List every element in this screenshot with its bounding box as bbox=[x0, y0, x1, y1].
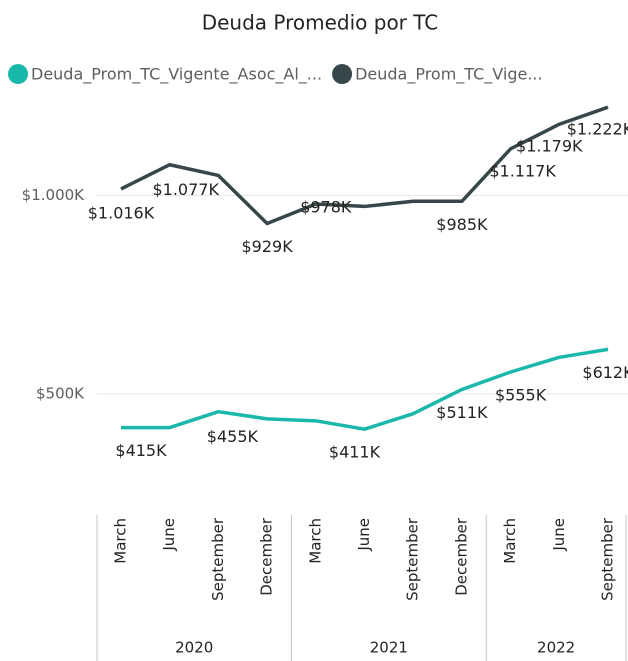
x-tick-label: December bbox=[258, 517, 276, 596]
data-label: $978K bbox=[300, 198, 352, 217]
x-tick-label: March bbox=[501, 518, 519, 564]
data-label: $1.179K bbox=[516, 137, 583, 156]
data-label: $1.077K bbox=[152, 180, 219, 199]
legend-marker bbox=[8, 64, 28, 84]
x-tick-label: June bbox=[160, 518, 178, 552]
data-label: $411K bbox=[329, 443, 381, 462]
year-label: 2022 bbox=[537, 639, 575, 657]
x-tick-label: December bbox=[452, 517, 470, 596]
x-tick-label: September bbox=[599, 517, 617, 601]
x-tick-label: June bbox=[355, 518, 373, 552]
chart-title: Deuda Promedio por TC bbox=[202, 11, 439, 35]
data-label: $1.222K bbox=[567, 120, 628, 139]
data-label: $555K bbox=[495, 385, 547, 404]
data-label: $415K bbox=[115, 441, 167, 460]
x-tick-label: March bbox=[306, 518, 324, 564]
y-tick-label: $1.000K bbox=[22, 186, 85, 204]
series-line bbox=[121, 347, 609, 431]
x-tick-label: March bbox=[112, 518, 130, 564]
data-label: $985K bbox=[436, 215, 488, 234]
x-tick-label: June bbox=[550, 518, 568, 552]
data-label: $511K bbox=[436, 403, 488, 422]
year-label: 2021 bbox=[370, 639, 408, 657]
legend-label: Deuda_Prom_TC_Vigente_Asoc_Al_... bbox=[31, 65, 322, 85]
series-line bbox=[120, 105, 609, 226]
legend-label: Deuda_Prom_TC_Vige... bbox=[355, 65, 543, 85]
x-tick-label: September bbox=[404, 517, 422, 601]
x-tick-label: September bbox=[209, 517, 227, 601]
data-label: $612K bbox=[582, 363, 628, 382]
y-tick-label: $500K bbox=[36, 384, 85, 402]
data-label: $1.117K bbox=[489, 161, 556, 180]
legend-marker bbox=[332, 64, 353, 84]
data-label: $455K bbox=[207, 427, 259, 446]
data-label: $1.016K bbox=[88, 203, 155, 222]
year-label: 2020 bbox=[175, 639, 213, 657]
data-label: $929K bbox=[241, 237, 293, 256]
